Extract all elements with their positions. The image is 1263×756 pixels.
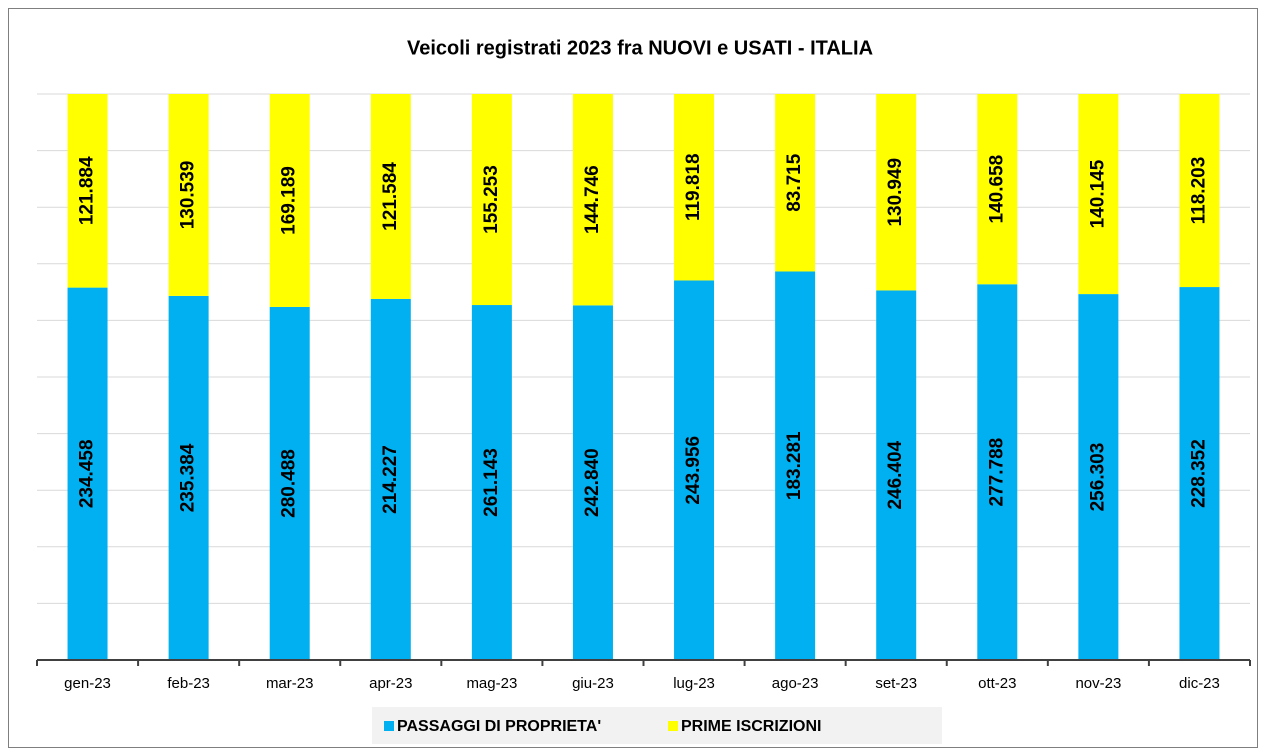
bar-segment <box>876 290 917 660</box>
bar-segment <box>572 305 613 660</box>
data-label: 228.352 <box>1188 439 1209 508</box>
data-label: 83.715 <box>784 153 805 212</box>
legend-label: PRIME ISCRIZIONI <box>681 718 821 735</box>
bar-segment <box>977 94 1018 285</box>
data-label: 277.788 <box>986 438 1007 507</box>
data-label: 119.818 <box>683 153 704 221</box>
data-label: 140.658 <box>986 155 1007 224</box>
bar-segment <box>876 94 917 291</box>
x-tick-label: ott-23 <box>978 675 1016 692</box>
bar-segment <box>370 298 411 660</box>
bar-segment <box>674 94 715 281</box>
data-label: 130.539 <box>178 161 199 230</box>
data-label: 280.488 <box>279 449 300 518</box>
bar-segment <box>471 94 512 306</box>
data-label: 118.203 <box>1188 157 1209 225</box>
data-label: 121.884 <box>77 156 98 225</box>
bar-segment <box>572 94 613 306</box>
x-tick-label: feb-23 <box>167 675 210 692</box>
bar-segment <box>775 94 816 272</box>
legend-swatch <box>668 721 678 731</box>
bar-segment <box>674 280 715 660</box>
bar-segment <box>269 306 310 660</box>
x-tick-label: lug-23 <box>673 675 715 692</box>
legend-box <box>372 707 942 744</box>
bar-segment <box>168 94 209 296</box>
bar-segment <box>1179 94 1220 288</box>
x-tick-label: apr-23 <box>369 675 412 692</box>
data-label: 155.253 <box>481 165 502 234</box>
data-label: 140.145 <box>1087 159 1108 228</box>
bar-segment <box>67 94 108 288</box>
x-tick-label: set-23 <box>875 675 917 692</box>
data-label: 214.227 <box>380 445 401 514</box>
data-label: 242.840 <box>582 448 603 517</box>
data-label: 235.384 <box>178 443 199 512</box>
data-label: 256.303 <box>1087 443 1108 512</box>
x-tick-label: ago-23 <box>772 675 819 692</box>
x-tick-label: giu-23 <box>572 675 614 692</box>
data-label: 246.404 <box>885 440 906 509</box>
bar-segment <box>1179 287 1220 660</box>
x-tick-label: mar-23 <box>266 675 314 692</box>
data-label: 243.956 <box>683 436 704 505</box>
legend-swatch <box>384 721 394 731</box>
bar-segment <box>168 295 209 660</box>
data-label: 261.143 <box>481 448 502 517</box>
bar-segment <box>67 287 108 660</box>
data-label: 183.281 <box>784 431 805 500</box>
bar-segment <box>775 271 816 660</box>
data-label: 144.746 <box>582 165 603 234</box>
legend-label: PASSAGGI DI PROPRIETA' <box>397 718 601 735</box>
chart-border <box>8 8 1258 748</box>
data-label: 121.584 <box>380 162 401 231</box>
bar-segment <box>1078 94 1119 295</box>
bar-segment <box>977 284 1018 660</box>
chart-title: Veicoli registrati 2023 fra NUOVI e USAT… <box>407 37 873 59</box>
data-label: 234.458 <box>77 439 98 508</box>
x-tick-label: gen-23 <box>64 675 111 692</box>
x-tick-label: dic-23 <box>1179 675 1220 692</box>
x-tick-label: nov-23 <box>1075 675 1121 692</box>
data-label: 169.189 <box>279 166 300 235</box>
bar-segment <box>370 94 411 299</box>
bar-segment <box>471 305 512 660</box>
bar-segment <box>269 94 310 307</box>
bar-segment <box>1078 294 1119 660</box>
data-label: 130.949 <box>885 158 906 227</box>
x-tick-label: mag-23 <box>466 675 517 692</box>
